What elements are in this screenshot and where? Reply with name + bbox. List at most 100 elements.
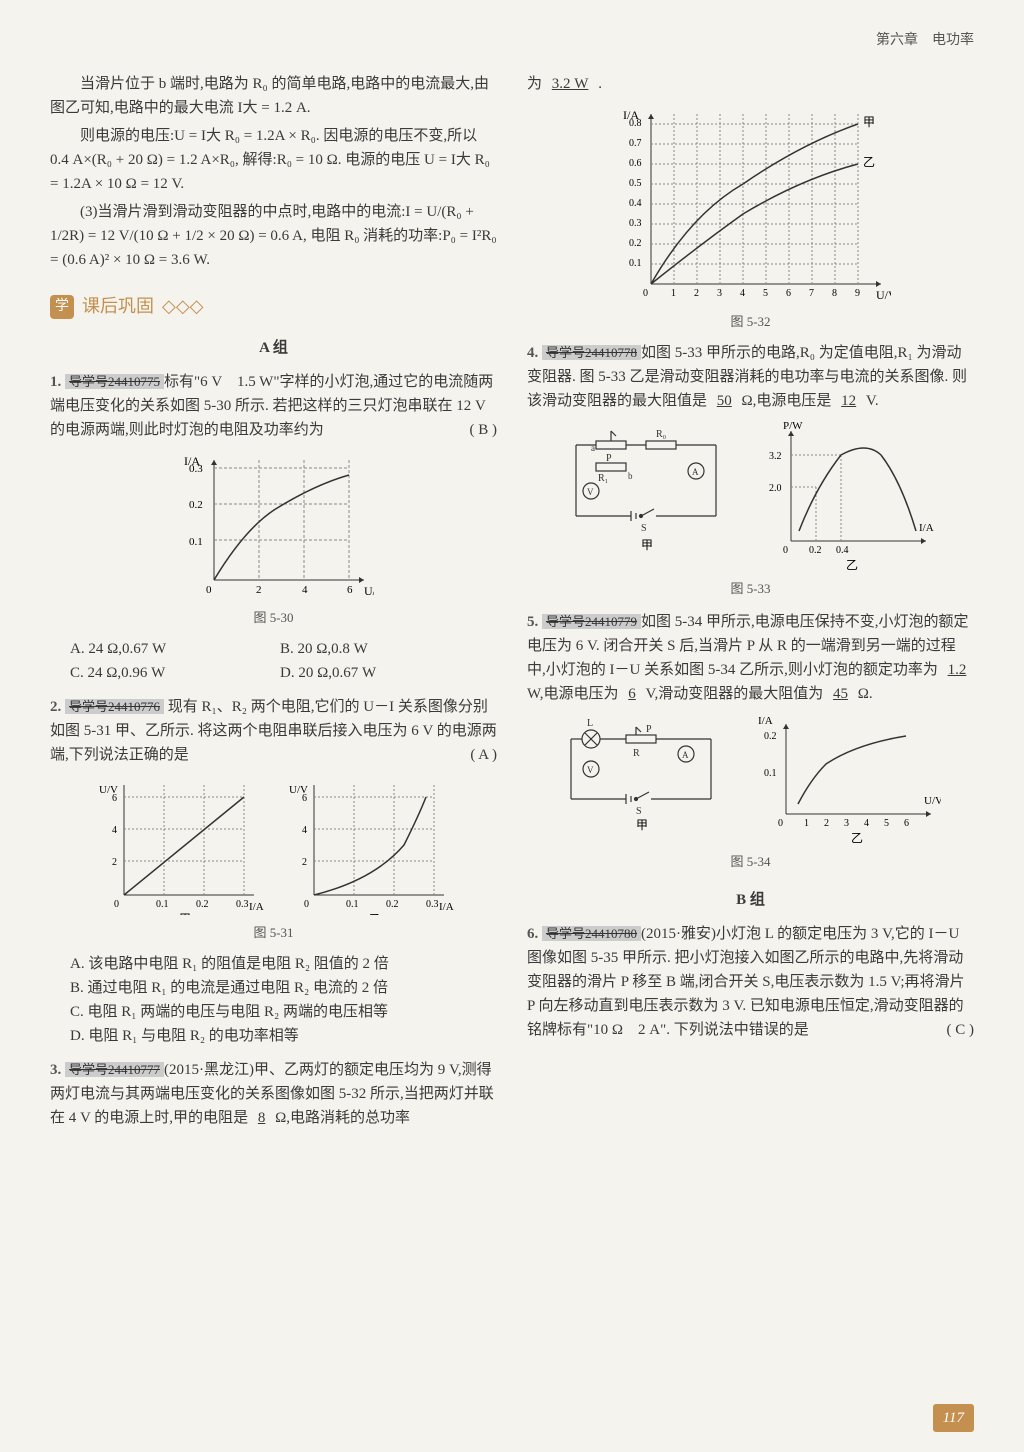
q1-num: 1. bbox=[50, 374, 61, 390]
svg-text:甲: 甲 bbox=[641, 538, 653, 551]
svg-text:5: 5 bbox=[884, 818, 889, 829]
svg-text:3: 3 bbox=[717, 288, 722, 299]
svg-text:0.1: 0.1 bbox=[629, 258, 642, 269]
q4-unit2: V. bbox=[866, 393, 879, 409]
q4-blank2: 12 bbox=[835, 393, 862, 409]
svg-text:V: V bbox=[587, 765, 594, 775]
q3-cont-post: . bbox=[598, 76, 602, 92]
svg-text:0.4: 0.4 bbox=[629, 198, 642, 209]
q2-num: 2. bbox=[50, 699, 61, 715]
q2-answer: ( A ) bbox=[470, 743, 497, 767]
q5-unit2: V,滑动变阻器的最大阻值为 bbox=[646, 686, 824, 702]
svg-text:0.1: 0.1 bbox=[346, 899, 359, 910]
svg-text:P: P bbox=[606, 453, 612, 464]
fig-5-33-caption: 图 5-33 bbox=[527, 579, 974, 600]
question-5: 5. 导学号24410779如图 5-34 甲所示,电源电压保持不变,小灯泡的额… bbox=[527, 610, 974, 873]
svg-text:6: 6 bbox=[786, 288, 791, 299]
svg-text:P/W: P/W bbox=[783, 421, 803, 432]
svg-text:0.2: 0.2 bbox=[189, 499, 203, 511]
diamond-icon: ◇◇◇ bbox=[162, 292, 204, 321]
page-number: 117 bbox=[933, 1404, 974, 1432]
q4-unit1: Ω,电源电压是 bbox=[742, 393, 832, 409]
svg-text:0.3: 0.3 bbox=[426, 899, 439, 910]
explain-p3: (3)当滑片滑到滑动变阻器的中点时,电路中的电流:I = U/(R₀ + 1/2… bbox=[50, 200, 497, 272]
question-4: 4. 导学号24410778如图 5-33 甲所示的电路,R₀ 为定值电阻,R₁… bbox=[527, 341, 974, 600]
svg-text:2: 2 bbox=[112, 857, 117, 868]
svg-text:0: 0 bbox=[783, 545, 788, 556]
svg-text:S: S bbox=[636, 806, 642, 817]
svg-text:0.1: 0.1 bbox=[156, 899, 169, 910]
svg-text:4: 4 bbox=[864, 818, 869, 829]
svg-text:0.3: 0.3 bbox=[189, 463, 203, 475]
question-2: 2. 导学号24410776 现有 R₁、R₂ 两个电阻,它们的 U－I 关系图… bbox=[50, 695, 497, 1048]
svg-text:乙: 乙 bbox=[846, 558, 858, 571]
chapter-header: 第六章 电功率 bbox=[50, 30, 974, 52]
q4-tag: 导学号24410778 bbox=[542, 345, 641, 360]
q6-num: 6. bbox=[527, 926, 538, 942]
question-6: 6. 导学号24410780(2015·雅安)小灯泡 L 的额定电压为 3 V,… bbox=[527, 922, 974, 1042]
svg-text:I/A: I/A bbox=[919, 522, 934, 534]
q3-cont-blank: 3.2 W bbox=[546, 76, 595, 92]
svg-text:0.2: 0.2 bbox=[809, 545, 822, 556]
svg-text:0: 0 bbox=[778, 818, 783, 829]
svg-text:0.1: 0.1 bbox=[189, 536, 203, 548]
svg-text:I/A: I/A bbox=[439, 901, 454, 913]
svg-text:P: P bbox=[646, 724, 652, 735]
q6-answer: ( C ) bbox=[947, 1018, 975, 1042]
group-a-title: A 组 bbox=[50, 336, 497, 360]
svg-text:4: 4 bbox=[302, 584, 308, 596]
svg-text:0.6: 0.6 bbox=[629, 158, 642, 169]
q3-tag: 导学号24410777 bbox=[65, 1062, 164, 1077]
q1-opt-a: A. 24 Ω,0.67 W bbox=[70, 637, 250, 661]
q5-unit1: W,电源电压为 bbox=[527, 686, 619, 702]
svg-text:3.2: 3.2 bbox=[769, 451, 782, 462]
svg-text:0.2: 0.2 bbox=[386, 899, 399, 910]
svg-text:I/A: I/A bbox=[249, 901, 264, 913]
fig-5-31-caption: 图 5-31 bbox=[50, 923, 497, 944]
svg-text:0.2: 0.2 bbox=[764, 731, 777, 742]
svg-text:A: A bbox=[692, 467, 699, 477]
svg-text:0.4: 0.4 bbox=[836, 545, 849, 556]
fig-5-32: U/V I/A 0 123 456 789 0.10.20.3 0.40.50.… bbox=[611, 104, 891, 304]
svg-text:U/V: U/V bbox=[364, 584, 374, 598]
q4-num: 4. bbox=[527, 345, 538, 361]
svg-text:R: R bbox=[633, 748, 640, 759]
svg-text:2.0: 2.0 bbox=[769, 483, 782, 494]
svg-text:乙: 乙 bbox=[851, 831, 863, 844]
fig-5-30-caption: 图 5-30 bbox=[50, 608, 497, 629]
question-1: 1. 导学号24410775标有"6 V 1.5 W"字样的小灯泡,通过它的电流… bbox=[50, 370, 497, 685]
svg-text:0.8: 0.8 bbox=[629, 118, 642, 129]
q5-tag: 导学号24410779 bbox=[542, 614, 641, 629]
svg-text:6: 6 bbox=[112, 793, 117, 804]
svg-text:U/V: U/V bbox=[924, 795, 941, 807]
svg-text:0.1: 0.1 bbox=[764, 768, 777, 779]
svg-text:6: 6 bbox=[302, 793, 307, 804]
svg-text:0: 0 bbox=[114, 899, 119, 910]
q2-opt-d: D. 电阻 R₁ 与电阻 R₂ 的电功率相等 bbox=[70, 1024, 497, 1048]
q3-cont-pre: 为 bbox=[527, 76, 542, 92]
svg-text:8: 8 bbox=[832, 288, 837, 299]
fig-5-34-caption: 图 5-34 bbox=[527, 852, 974, 873]
svg-text:0.5: 0.5 bbox=[629, 178, 642, 189]
explain-p2: 则电源的电压:U = I大 R₀ = 1.2A × R₀. 因电源的电压不变,所… bbox=[50, 124, 497, 196]
svg-text:4: 4 bbox=[302, 825, 307, 836]
q2-options: A. 该电路中电阻 R₁ 的阻值是电阻 R₂ 阻值的 2 倍 B. 通过电阻 R… bbox=[50, 952, 497, 1048]
q1-opt-d: D. 20 Ω,0.67 W bbox=[280, 661, 460, 685]
svg-text:2: 2 bbox=[694, 288, 699, 299]
svg-text:V: V bbox=[587, 487, 594, 497]
svg-text:0.3: 0.3 bbox=[236, 899, 249, 910]
main-content: 当滑片位于 b 端时,电路为 R₀ 的简单电路,电路中的电流最大,由图乙可知,电… bbox=[50, 72, 974, 1139]
svg-text:3: 3 bbox=[844, 818, 849, 829]
right-column: 为 3.2 W . U/V I/A 0 123 456 789 0.10.20.… bbox=[527, 72, 974, 1139]
section-title: 课后巩固 bbox=[82, 292, 154, 321]
question-3: 3. 导学号24410777(2015·黑龙江)甲、乙两灯的额定电压均为 9 V… bbox=[50, 1058, 497, 1130]
left-column: 当滑片位于 b 端时,电路为 R₀ 的简单电路,电路中的电流最大,由图乙可知,电… bbox=[50, 72, 497, 1139]
svg-text:0.2: 0.2 bbox=[629, 238, 642, 249]
section-icon: 学 bbox=[50, 295, 74, 319]
svg-text:6: 6 bbox=[904, 818, 909, 829]
svg-text:L: L bbox=[587, 718, 593, 729]
svg-text:2: 2 bbox=[302, 857, 307, 868]
fig-5-34-circuit: L R P A V S 甲 bbox=[561, 714, 731, 834]
q3-unit1: Ω,电路消耗的总功率 bbox=[275, 1110, 410, 1126]
group-b-title: B 组 bbox=[527, 888, 974, 912]
